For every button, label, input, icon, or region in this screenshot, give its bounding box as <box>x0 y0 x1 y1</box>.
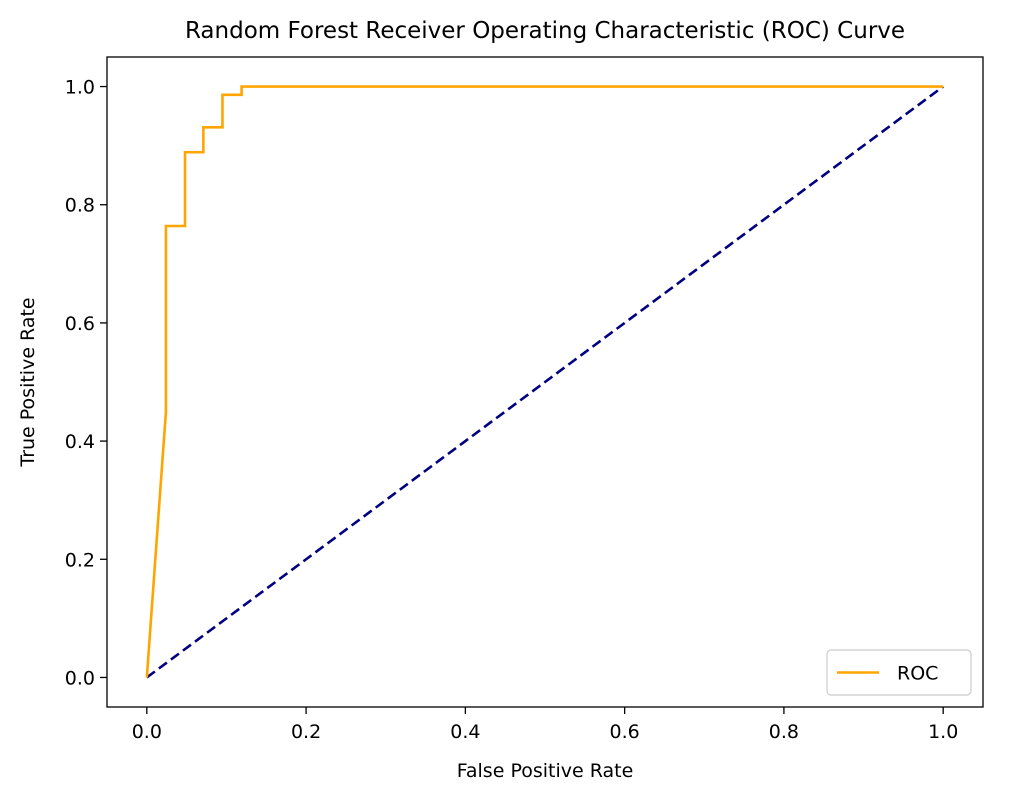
legend-box <box>826 649 972 696</box>
x-axis-ticks: 0.0 0.2 0.4 0.6 0.8 1.0 <box>132 707 958 743</box>
x-tick-label: 0.8 <box>769 721 799 743</box>
legend: ROC <box>826 649 972 696</box>
roc-curve-line <box>145 85 944 678</box>
x-tick-label: 0.2 <box>291 721 321 743</box>
y-tick-label: 0.2 <box>65 549 95 571</box>
y-tick-label: 0.0 <box>65 667 95 689</box>
chart-title: Random Forest Receiver Operating Charact… <box>185 18 905 44</box>
x-tick-label: 0.0 <box>132 721 162 743</box>
x-axis-label: False Positive Rate <box>457 760 634 782</box>
y-tick-label: 1.0 <box>65 77 95 99</box>
chance-diagonal-line <box>146 85 944 679</box>
x-tick-label: 0.6 <box>610 721 640 743</box>
y-axis-label: True Positive Rate <box>17 297 39 467</box>
y-axis-ticks: 0.0 0.2 0.4 0.6 0.8 1.0 <box>65 77 107 689</box>
x-tick-label: 0.4 <box>450 721 480 743</box>
y-tick-label: 0.8 <box>65 195 95 217</box>
legend-label: ROC <box>897 663 938 685</box>
series-layer <box>145 85 944 679</box>
x-tick-label: 1.0 <box>928 721 958 743</box>
axes-frame <box>106 56 984 708</box>
y-tick-label: 0.6 <box>65 313 95 335</box>
y-tick-label: 0.4 <box>65 431 95 453</box>
